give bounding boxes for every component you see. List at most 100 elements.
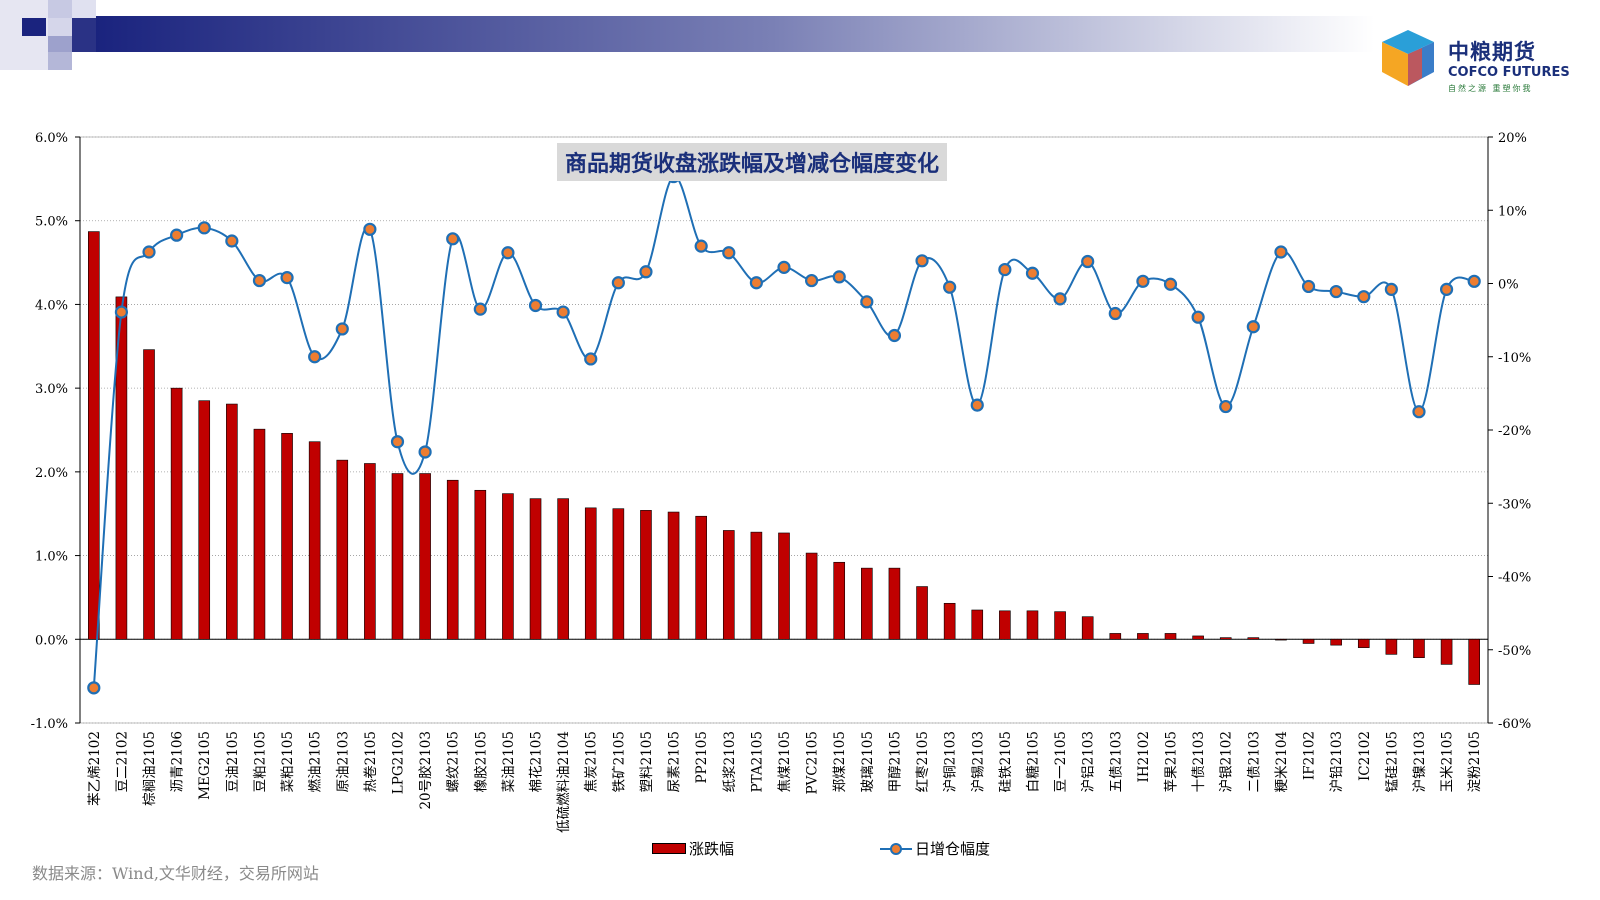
right-axis-tick: 10% [1498, 204, 1527, 219]
bar [612, 508, 625, 640]
category-label: 苯乙烯2102 [87, 731, 103, 806]
left-axis-tick: 6.0% [35, 131, 68, 146]
logo-cn-text: 中粮期货 [1448, 40, 1536, 64]
category-label: 红枣2105 [915, 731, 931, 792]
bar [667, 511, 680, 640]
category-label: 热卷2105 [363, 731, 379, 792]
right-axis-tick: -20% [1498, 424, 1531, 439]
line-point [584, 352, 598, 366]
category-label: 沪银2102 [1219, 731, 1235, 792]
bar [253, 428, 266, 640]
line-point [308, 350, 322, 364]
source-note: 数据来源：Wind,文华财经，交易所网站 [32, 864, 319, 883]
line-point [749, 276, 763, 290]
bar [226, 403, 238, 640]
right-axis-tick: -60% [1498, 717, 1531, 732]
category-label: 棕榈油2105 [142, 731, 158, 806]
category-label: 纸浆2103 [722, 731, 738, 792]
bar [999, 610, 1011, 640]
bar [584, 507, 597, 640]
line-point [611, 276, 625, 290]
line-point [501, 246, 515, 260]
line-point [1081, 254, 1095, 269]
bar [1330, 638, 1342, 646]
line-point [87, 681, 101, 695]
bar [1247, 637, 1260, 640]
bar [1109, 633, 1122, 640]
category-label: 螺纹2105 [446, 731, 462, 792]
bar [861, 567, 873, 640]
line-point [1108, 306, 1122, 321]
line-point [1412, 405, 1426, 419]
category-label: PVC2105 [805, 731, 821, 795]
bar [502, 493, 514, 640]
line-point [722, 246, 736, 260]
category-label: 十债2103 [1191, 731, 1207, 792]
category-label: 原油2103 [335, 731, 351, 792]
bar [336, 459, 349, 640]
bar [1026, 610, 1039, 640]
bar [446, 479, 459, 640]
line-point [777, 260, 791, 274]
line-point [446, 232, 460, 246]
line-point [832, 270, 846, 284]
bar [1219, 637, 1232, 640]
line-point [1384, 282, 1398, 296]
bar [1357, 638, 1370, 648]
legend-line-swatch [880, 842, 912, 856]
category-label: 豆油2105 [225, 731, 241, 792]
line-point [860, 295, 874, 309]
line-point [1163, 277, 1178, 291]
category-label: 尿素2105 [667, 731, 683, 792]
left-axis-tick: 5.0% [35, 215, 68, 230]
line-point [390, 435, 405, 449]
line-point [363, 222, 377, 236]
legend-item-bar: 涨跌幅 [652, 838, 734, 859]
category-label: 硅铁2105 [998, 731, 1014, 792]
line-point [1274, 245, 1288, 259]
bar [115, 296, 128, 640]
cofco-cube-icon [1382, 30, 1434, 86]
line-point [998, 262, 1012, 277]
line-point [1329, 284, 1343, 299]
legend-bar-label: 涨跌幅 [689, 840, 735, 858]
line-point [556, 305, 570, 319]
bar [1137, 633, 1149, 640]
category-label: PTA2105 [749, 731, 765, 792]
line-point [528, 298, 543, 313]
bar [1413, 638, 1425, 659]
bar [198, 400, 211, 640]
category-label: 二债2103 [1246, 731, 1262, 792]
right-axis-tick: 0% [1498, 278, 1519, 293]
legend-line-label: 日增仓幅度 [915, 840, 991, 858]
category-label: 铁矿2105 [611, 731, 627, 792]
left-axis-tick: 1.0% [35, 550, 68, 565]
right-axis-tick: 20% [1498, 131, 1527, 146]
bar [364, 463, 376, 640]
category-label: 锰硅2105 [1384, 731, 1400, 792]
line-point [943, 280, 957, 294]
cofco-logo: 中粮期货 COFCO FUTURES 自然之源 重塑你我 [1378, 28, 1593, 98]
line-point [473, 302, 487, 316]
bar [1192, 635, 1204, 640]
category-label: 玉米2105 [1440, 731, 1456, 792]
bar [281, 433, 293, 640]
bar [1275, 638, 1287, 641]
category-label: 沪铝2103 [1081, 731, 1097, 792]
line-point [418, 445, 432, 459]
bar [943, 602, 956, 640]
bar [1385, 638, 1398, 655]
category-label: 白糖2105 [1025, 731, 1041, 792]
line-point [1025, 266, 1040, 280]
left-axis-tick: 4.0% [35, 298, 68, 313]
line-point [1467, 274, 1481, 288]
line-point [887, 328, 902, 343]
category-label: 焦煤2105 [777, 731, 793, 792]
bar [888, 567, 901, 640]
bar [833, 561, 846, 640]
legend-bar-swatch [652, 843, 686, 854]
category-label: 豆一2105 [1053, 731, 1069, 792]
category-label: 淀粉2105 [1467, 731, 1483, 792]
bar [750, 531, 763, 640]
